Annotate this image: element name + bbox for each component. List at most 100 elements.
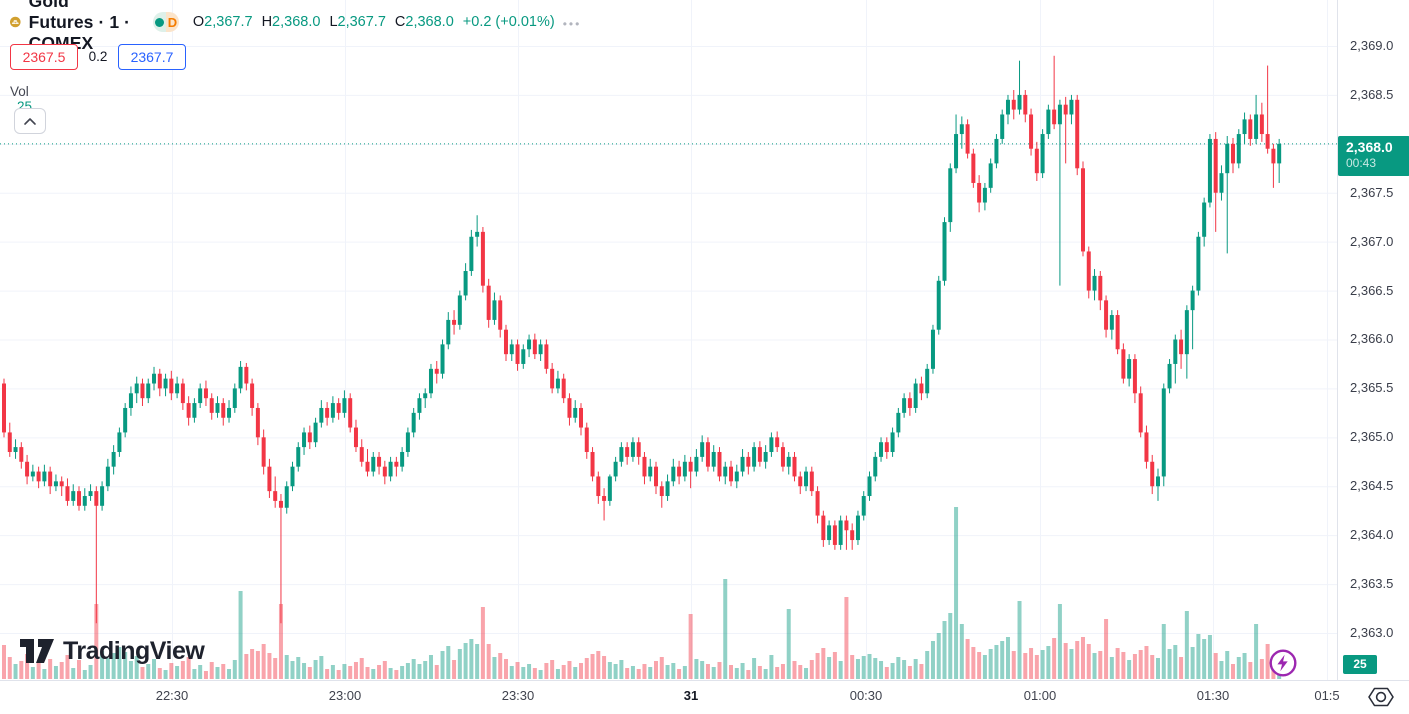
- volume-bar: [619, 660, 624, 679]
- candle-body: [82, 496, 87, 506]
- candle-body: [313, 422, 318, 443]
- candle-body: [1265, 134, 1270, 149]
- volume-bar: [671, 663, 676, 679]
- volume-bar: [521, 667, 526, 679]
- sell-price-button[interactable]: 2367.5: [10, 44, 78, 70]
- volume-bar: [180, 661, 185, 679]
- candle-body: [1271, 148, 1276, 164]
- candle-body: [42, 471, 47, 482]
- volume-bar: [1138, 650, 1143, 679]
- volume-bar: [590, 654, 595, 679]
- volume-bar: [284, 655, 289, 679]
- candle-body: [53, 481, 58, 487]
- volume-bar: [579, 663, 583, 679]
- tradingview-logo[interactable]: TradingView: [18, 636, 205, 666]
- volume-bar: [1127, 660, 1132, 679]
- candle-body: [180, 383, 185, 404]
- volume-bar: [1017, 601, 1022, 679]
- volume-bar: [244, 654, 249, 679]
- volume-bar: [1104, 619, 1109, 679]
- candle-body: [1040, 134, 1045, 174]
- volume-bar: [1092, 653, 1097, 679]
- volume-bar: [30, 667, 35, 679]
- candle-body: [948, 168, 953, 223]
- axis-settings-eye-icon[interactable]: [1364, 684, 1398, 710]
- interval-status-pill[interactable]: D: [152, 12, 179, 32]
- volume-bar: [434, 665, 439, 679]
- volume-bar: [82, 670, 87, 679]
- change-value: +0.2 (+0.01%): [462, 14, 555, 30]
- candle-body: [930, 329, 935, 369]
- candle-body: [353, 427, 358, 448]
- candle-body: [1213, 138, 1218, 193]
- volume-bar: [1080, 637, 1085, 679]
- candle-body: [579, 407, 583, 428]
- volume-bar: [36, 663, 41, 679]
- candle-body: [677, 466, 682, 477]
- candlestick-chart-pane[interactable]: [0, 0, 1337, 680]
- candle-body: [907, 398, 912, 408]
- volume-bar: [192, 669, 197, 679]
- volume-bar: [561, 665, 566, 679]
- candle-body: [630, 442, 635, 457]
- volume-bar: [711, 667, 716, 679]
- candle-body: [792, 456, 797, 477]
- time-axis[interactable]: 22:30 23:00 23:30 31 00:30 01:00 01:30 01:5: [0, 680, 1409, 714]
- candle-body: [1259, 114, 1264, 135]
- volume-bar: [457, 649, 462, 679]
- time-axis-label: 22:30: [155, 688, 189, 703]
- volume-bar: [1109, 657, 1114, 679]
- more-options-icon[interactable]: •••: [562, 17, 582, 31]
- candle-body: [648, 466, 653, 477]
- candle-body: [123, 407, 128, 433]
- candle-body: [821, 515, 826, 541]
- current-price-badge: 2,368.0 00:43: [1338, 135, 1409, 176]
- candle-body: [209, 398, 214, 413]
- candle-body: [763, 451, 768, 462]
- volume-bar: [134, 656, 139, 679]
- volume-bar: [1086, 644, 1091, 679]
- time-axis-label: 23:30: [501, 688, 535, 703]
- candle-body: [232, 388, 237, 408]
- candle-body: [573, 407, 578, 418]
- price-axis[interactable]: 2,368.0 00:43 25 2,369.0 2,368.5 2,367.5 2,…: [1337, 0, 1409, 680]
- volume-bar: [705, 664, 710, 679]
- volume-bar: [186, 657, 191, 679]
- market-status-dot-wrap: [152, 12, 166, 32]
- volume-bar: [7, 657, 12, 679]
- candle-body: [371, 456, 376, 472]
- volume-bar: [261, 644, 266, 679]
- volume-bar: [319, 656, 324, 679]
- chevron-up-icon: [24, 118, 36, 125]
- candle-body: [1011, 99, 1016, 110]
- volume-bar: [1161, 624, 1166, 679]
- candle-body: [694, 456, 699, 472]
- price-axis-label: 2,364.5: [1350, 478, 1394, 494]
- candle-body: [602, 496, 607, 501]
- instant-order-lightning-button[interactable]: [1269, 649, 1297, 677]
- volume-bar: [625, 668, 630, 679]
- candle-body: [65, 486, 70, 501]
- buy-price-button[interactable]: 2367.7: [118, 44, 186, 70]
- volume-bar: [1023, 653, 1028, 679]
- candle-body: [7, 432, 12, 452]
- candle-body: [2, 383, 6, 433]
- price-axis-label: 2,368.5: [1350, 86, 1394, 102]
- candle-body: [296, 447, 301, 467]
- volume-bar: [827, 657, 832, 679]
- candle-body: [1173, 339, 1178, 364]
- candle-body: [105, 466, 110, 487]
- candle-body: [290, 466, 295, 487]
- volume-bar: [567, 661, 572, 679]
- candle-body: [1075, 99, 1080, 169]
- volume-bar: [1265, 644, 1270, 679]
- candle-body: [977, 182, 982, 203]
- volume-bar: [1069, 649, 1074, 679]
- candle-body: [1236, 134, 1241, 164]
- volume-bar: [959, 624, 964, 679]
- collapse-legend-button[interactable]: [14, 108, 46, 134]
- candle-body: [400, 451, 405, 467]
- volume-bar: [1179, 657, 1184, 679]
- volume-bar: [330, 665, 335, 679]
- volume-bar: [1173, 645, 1178, 679]
